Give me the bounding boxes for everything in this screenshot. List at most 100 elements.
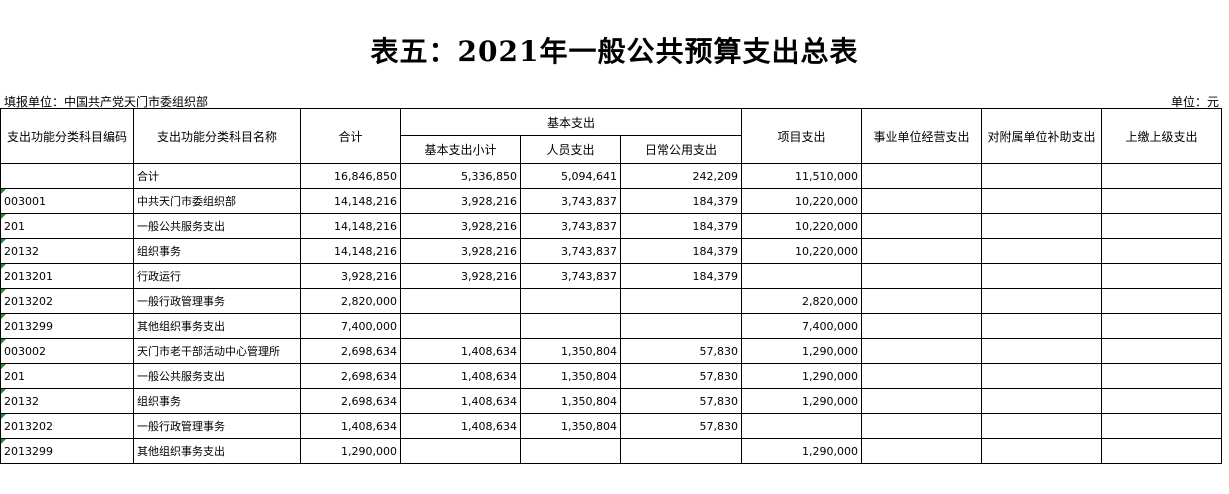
cell-subsidy[interactable] (981, 238, 1103, 264)
cell-code[interactable]: 20132 (0, 238, 134, 264)
cell-personnel[interactable]: 1,350,804 (520, 388, 621, 414)
cell-subsidy[interactable] (981, 413, 1103, 439)
cell-basic-sub[interactable]: 1,408,634 (400, 388, 521, 414)
cell-subsidy[interactable] (981, 388, 1103, 414)
cell-business[interactable] (861, 338, 983, 364)
cell-project[interactable]: 11,510,000 (741, 163, 863, 189)
cell-name[interactable]: 一般公共服务支出 (133, 213, 301, 239)
cell-personnel[interactable]: 3,743,837 (520, 213, 621, 239)
cell-name[interactable]: 组织事务 (133, 238, 301, 264)
cell-total[interactable]: 7,400,000 (300, 313, 401, 339)
cell-basic-sub[interactable]: 1,408,634 (400, 338, 521, 364)
cell-total[interactable]: 2,698,634 (300, 363, 401, 389)
cell-daily[interactable] (619, 288, 743, 314)
cell-subsidy[interactable] (981, 288, 1103, 314)
cell-subsidy[interactable] (981, 213, 1103, 239)
cell-total[interactable]: 2,698,634 (300, 338, 401, 364)
cell-code[interactable]: 201 (0, 213, 134, 239)
cell-project[interactable] (741, 413, 863, 439)
cell-daily[interactable]: 242,209 (619, 163, 743, 189)
cell-daily[interactable]: 184,379 (619, 213, 743, 239)
cell-upper[interactable] (1101, 263, 1223, 289)
cell-personnel[interactable]: 3,743,837 (520, 238, 621, 264)
cell-daily[interactable]: 57,830 (619, 388, 743, 414)
cell-personnel[interactable] (520, 438, 621, 464)
cell-name[interactable]: 其他组织事务支出 (133, 313, 301, 339)
cell-code[interactable]: 2013299 (0, 313, 134, 339)
cell-name[interactable]: 天门市老干部活动中心管理所 (133, 338, 301, 364)
cell-daily[interactable] (619, 438, 743, 464)
cell-code[interactable]: 2013202 (0, 288, 134, 314)
cell-basic-sub[interactable]: 3,928,216 (400, 238, 521, 264)
cell-project[interactable]: 1,290,000 (741, 338, 863, 364)
cell-code[interactable] (0, 163, 134, 189)
cell-business[interactable] (861, 288, 983, 314)
cell-personnel[interactable]: 3,743,837 (520, 188, 621, 214)
cell-project[interactable]: 7,400,000 (741, 313, 863, 339)
cell-business[interactable] (861, 413, 983, 439)
cell-subsidy[interactable] (981, 188, 1103, 214)
cell-name[interactable]: 其他组织事务支出 (133, 438, 301, 464)
cell-project[interactable] (741, 263, 863, 289)
cell-daily[interactable]: 57,830 (619, 338, 743, 364)
cell-business[interactable] (861, 263, 983, 289)
cell-total[interactable]: 1,290,000 (300, 438, 401, 464)
cell-project[interactable]: 10,220,000 (741, 188, 863, 214)
cell-upper[interactable] (1101, 163, 1223, 189)
cell-subsidy[interactable] (981, 163, 1103, 189)
cell-upper[interactable] (1101, 288, 1223, 314)
cell-project[interactable]: 1,290,000 (741, 388, 863, 414)
cell-business[interactable] (861, 313, 983, 339)
cell-business[interactable] (861, 188, 983, 214)
cell-personnel[interactable] (520, 313, 621, 339)
cell-subsidy[interactable] (981, 438, 1103, 464)
cell-total[interactable]: 2,820,000 (300, 288, 401, 314)
cell-daily[interactable]: 57,830 (619, 413, 743, 439)
cell-business[interactable] (861, 238, 983, 264)
cell-basic-sub[interactable] (400, 313, 521, 339)
cell-basic-sub[interactable]: 3,928,216 (400, 263, 521, 289)
cell-code[interactable]: 20132 (0, 388, 134, 414)
cell-project[interactable]: 10,220,000 (741, 238, 863, 264)
cell-daily[interactable]: 184,379 (619, 263, 743, 289)
cell-code[interactable]: 2013299 (0, 438, 134, 464)
cell-basic-sub[interactable]: 3,928,216 (400, 188, 521, 214)
cell-name[interactable]: 中共天门市委组织部 (133, 188, 301, 214)
cell-basic-sub[interactable]: 3,928,216 (400, 213, 521, 239)
cell-business[interactable] (861, 363, 983, 389)
cell-code[interactable]: 201 (0, 363, 134, 389)
cell-daily[interactable]: 57,830 (619, 363, 743, 389)
cell-total[interactable]: 14,148,216 (300, 188, 401, 214)
cell-name[interactable]: 一般公共服务支出 (133, 363, 301, 389)
cell-upper[interactable] (1101, 363, 1223, 389)
cell-project[interactable]: 2,820,000 (741, 288, 863, 314)
cell-upper[interactable] (1101, 338, 1223, 364)
cell-code[interactable]: 2013202 (0, 413, 134, 439)
cell-project[interactable]: 10,220,000 (741, 213, 863, 239)
cell-basic-sub[interactable]: 1,408,634 (400, 413, 521, 439)
cell-personnel[interactable]: 1,350,804 (520, 413, 621, 439)
cell-code[interactable]: 003002 (0, 338, 134, 364)
cell-code[interactable]: 003001 (0, 188, 134, 214)
cell-subsidy[interactable] (981, 338, 1103, 364)
cell-subsidy[interactable] (981, 363, 1103, 389)
cell-upper[interactable] (1101, 413, 1223, 439)
cell-upper[interactable] (1101, 238, 1223, 264)
cell-upper[interactable] (1101, 438, 1223, 464)
cell-upper[interactable] (1101, 213, 1223, 239)
cell-name[interactable]: 合计 (133, 163, 301, 189)
cell-name[interactable]: 组织事务 (133, 388, 301, 414)
cell-subsidy[interactable] (981, 263, 1103, 289)
cell-daily[interactable] (619, 313, 743, 339)
cell-upper[interactable] (1101, 313, 1223, 339)
cell-business[interactable] (861, 163, 983, 189)
cell-personnel[interactable] (520, 288, 621, 314)
cell-total[interactable]: 3,928,216 (300, 263, 401, 289)
cell-personnel[interactable]: 1,350,804 (520, 338, 621, 364)
cell-project[interactable]: 1,290,000 (741, 438, 863, 464)
cell-subsidy[interactable] (981, 313, 1103, 339)
cell-business[interactable] (861, 388, 983, 414)
cell-project[interactable]: 1,290,000 (741, 363, 863, 389)
cell-daily[interactable]: 184,379 (619, 238, 743, 264)
cell-total[interactable]: 14,148,216 (300, 213, 401, 239)
